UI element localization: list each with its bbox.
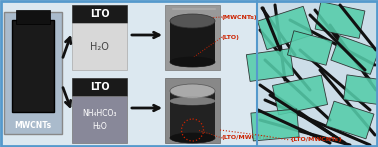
Ellipse shape	[170, 14, 215, 28]
FancyBboxPatch shape	[4, 12, 62, 134]
Polygon shape	[251, 109, 299, 141]
Text: {LTO/MWCNTs}: {LTO/MWCNTs}	[289, 136, 343, 141]
Text: NH₄HCO₃: NH₄HCO₃	[82, 109, 117, 118]
Text: MWCNTs: MWCNTs	[14, 122, 51, 131]
Polygon shape	[246, 49, 294, 81]
FancyBboxPatch shape	[165, 78, 220, 143]
FancyBboxPatch shape	[170, 21, 215, 62]
FancyBboxPatch shape	[72, 23, 127, 70]
Text: (MWCNTs): (MWCNTs)	[222, 15, 258, 20]
Polygon shape	[331, 36, 378, 74]
Polygon shape	[257, 6, 313, 50]
Text: LTO: LTO	[90, 9, 109, 19]
FancyBboxPatch shape	[165, 5, 220, 70]
FancyBboxPatch shape	[72, 96, 127, 143]
FancyBboxPatch shape	[72, 5, 127, 23]
Polygon shape	[287, 31, 333, 65]
Ellipse shape	[170, 133, 215, 143]
Ellipse shape	[170, 84, 215, 98]
Ellipse shape	[170, 57, 215, 67]
FancyBboxPatch shape	[16, 10, 50, 24]
FancyBboxPatch shape	[258, 2, 377, 145]
Text: H₂O: H₂O	[92, 122, 107, 131]
Polygon shape	[315, 2, 365, 38]
Text: (LTO/MWCNTs): (LTO/MWCNTs)	[222, 136, 272, 141]
Ellipse shape	[170, 97, 215, 105]
Polygon shape	[344, 75, 378, 105]
Text: (LTO): (LTO)	[222, 35, 240, 40]
FancyBboxPatch shape	[170, 91, 215, 138]
FancyBboxPatch shape	[72, 78, 127, 96]
Polygon shape	[273, 75, 328, 115]
Text: LTO: LTO	[90, 82, 109, 92]
FancyBboxPatch shape	[12, 20, 54, 112]
Text: H₂O: H₂O	[90, 41, 109, 51]
Polygon shape	[326, 101, 374, 139]
